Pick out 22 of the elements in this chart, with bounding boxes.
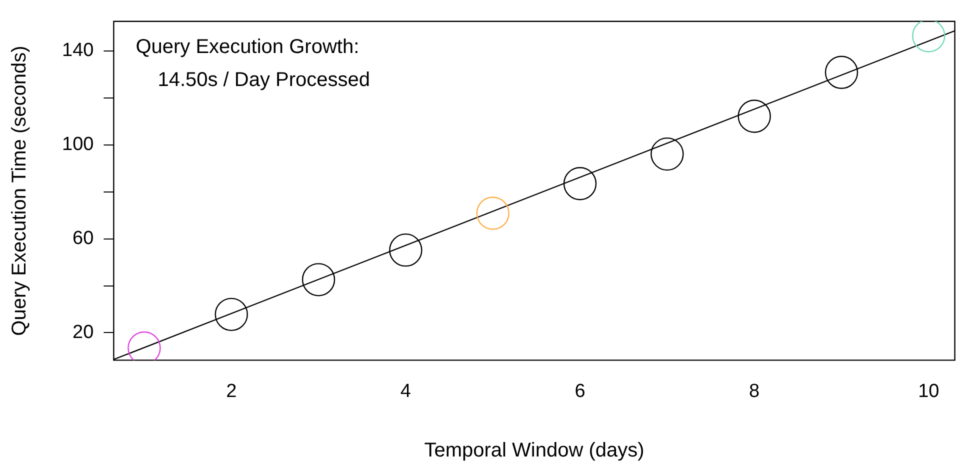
point [912, 21, 946, 52]
x-axis-title: Temporal Window (days) [424, 440, 644, 462]
y-tick-label: 20 [72, 322, 94, 343]
point [650, 137, 684, 171]
point [563, 167, 597, 200]
point [824, 56, 858, 89]
x-tick-label: 10 [918, 380, 940, 402]
x-tick-label: 8 [749, 380, 760, 402]
x-tick-label: 4 [400, 380, 412, 402]
point [302, 263, 336, 296]
point [738, 100, 771, 133]
annotation: Query Execution Growth: [136, 36, 360, 58]
y-tick-label: 60 [72, 228, 94, 250]
y-tick-label: 100 [62, 134, 94, 156]
y-tick-label: 140 [62, 40, 94, 62]
x-tick-label: 6 [574, 380, 586, 402]
x-tick-label: 2 [226, 380, 237, 402]
point [214, 298, 248, 332]
point [476, 196, 510, 230]
y-axis-title: Query Execution Time (seconds) [8, 46, 31, 336]
annotation: 14.50s / Day Processed [158, 68, 370, 91]
point [389, 233, 422, 267]
